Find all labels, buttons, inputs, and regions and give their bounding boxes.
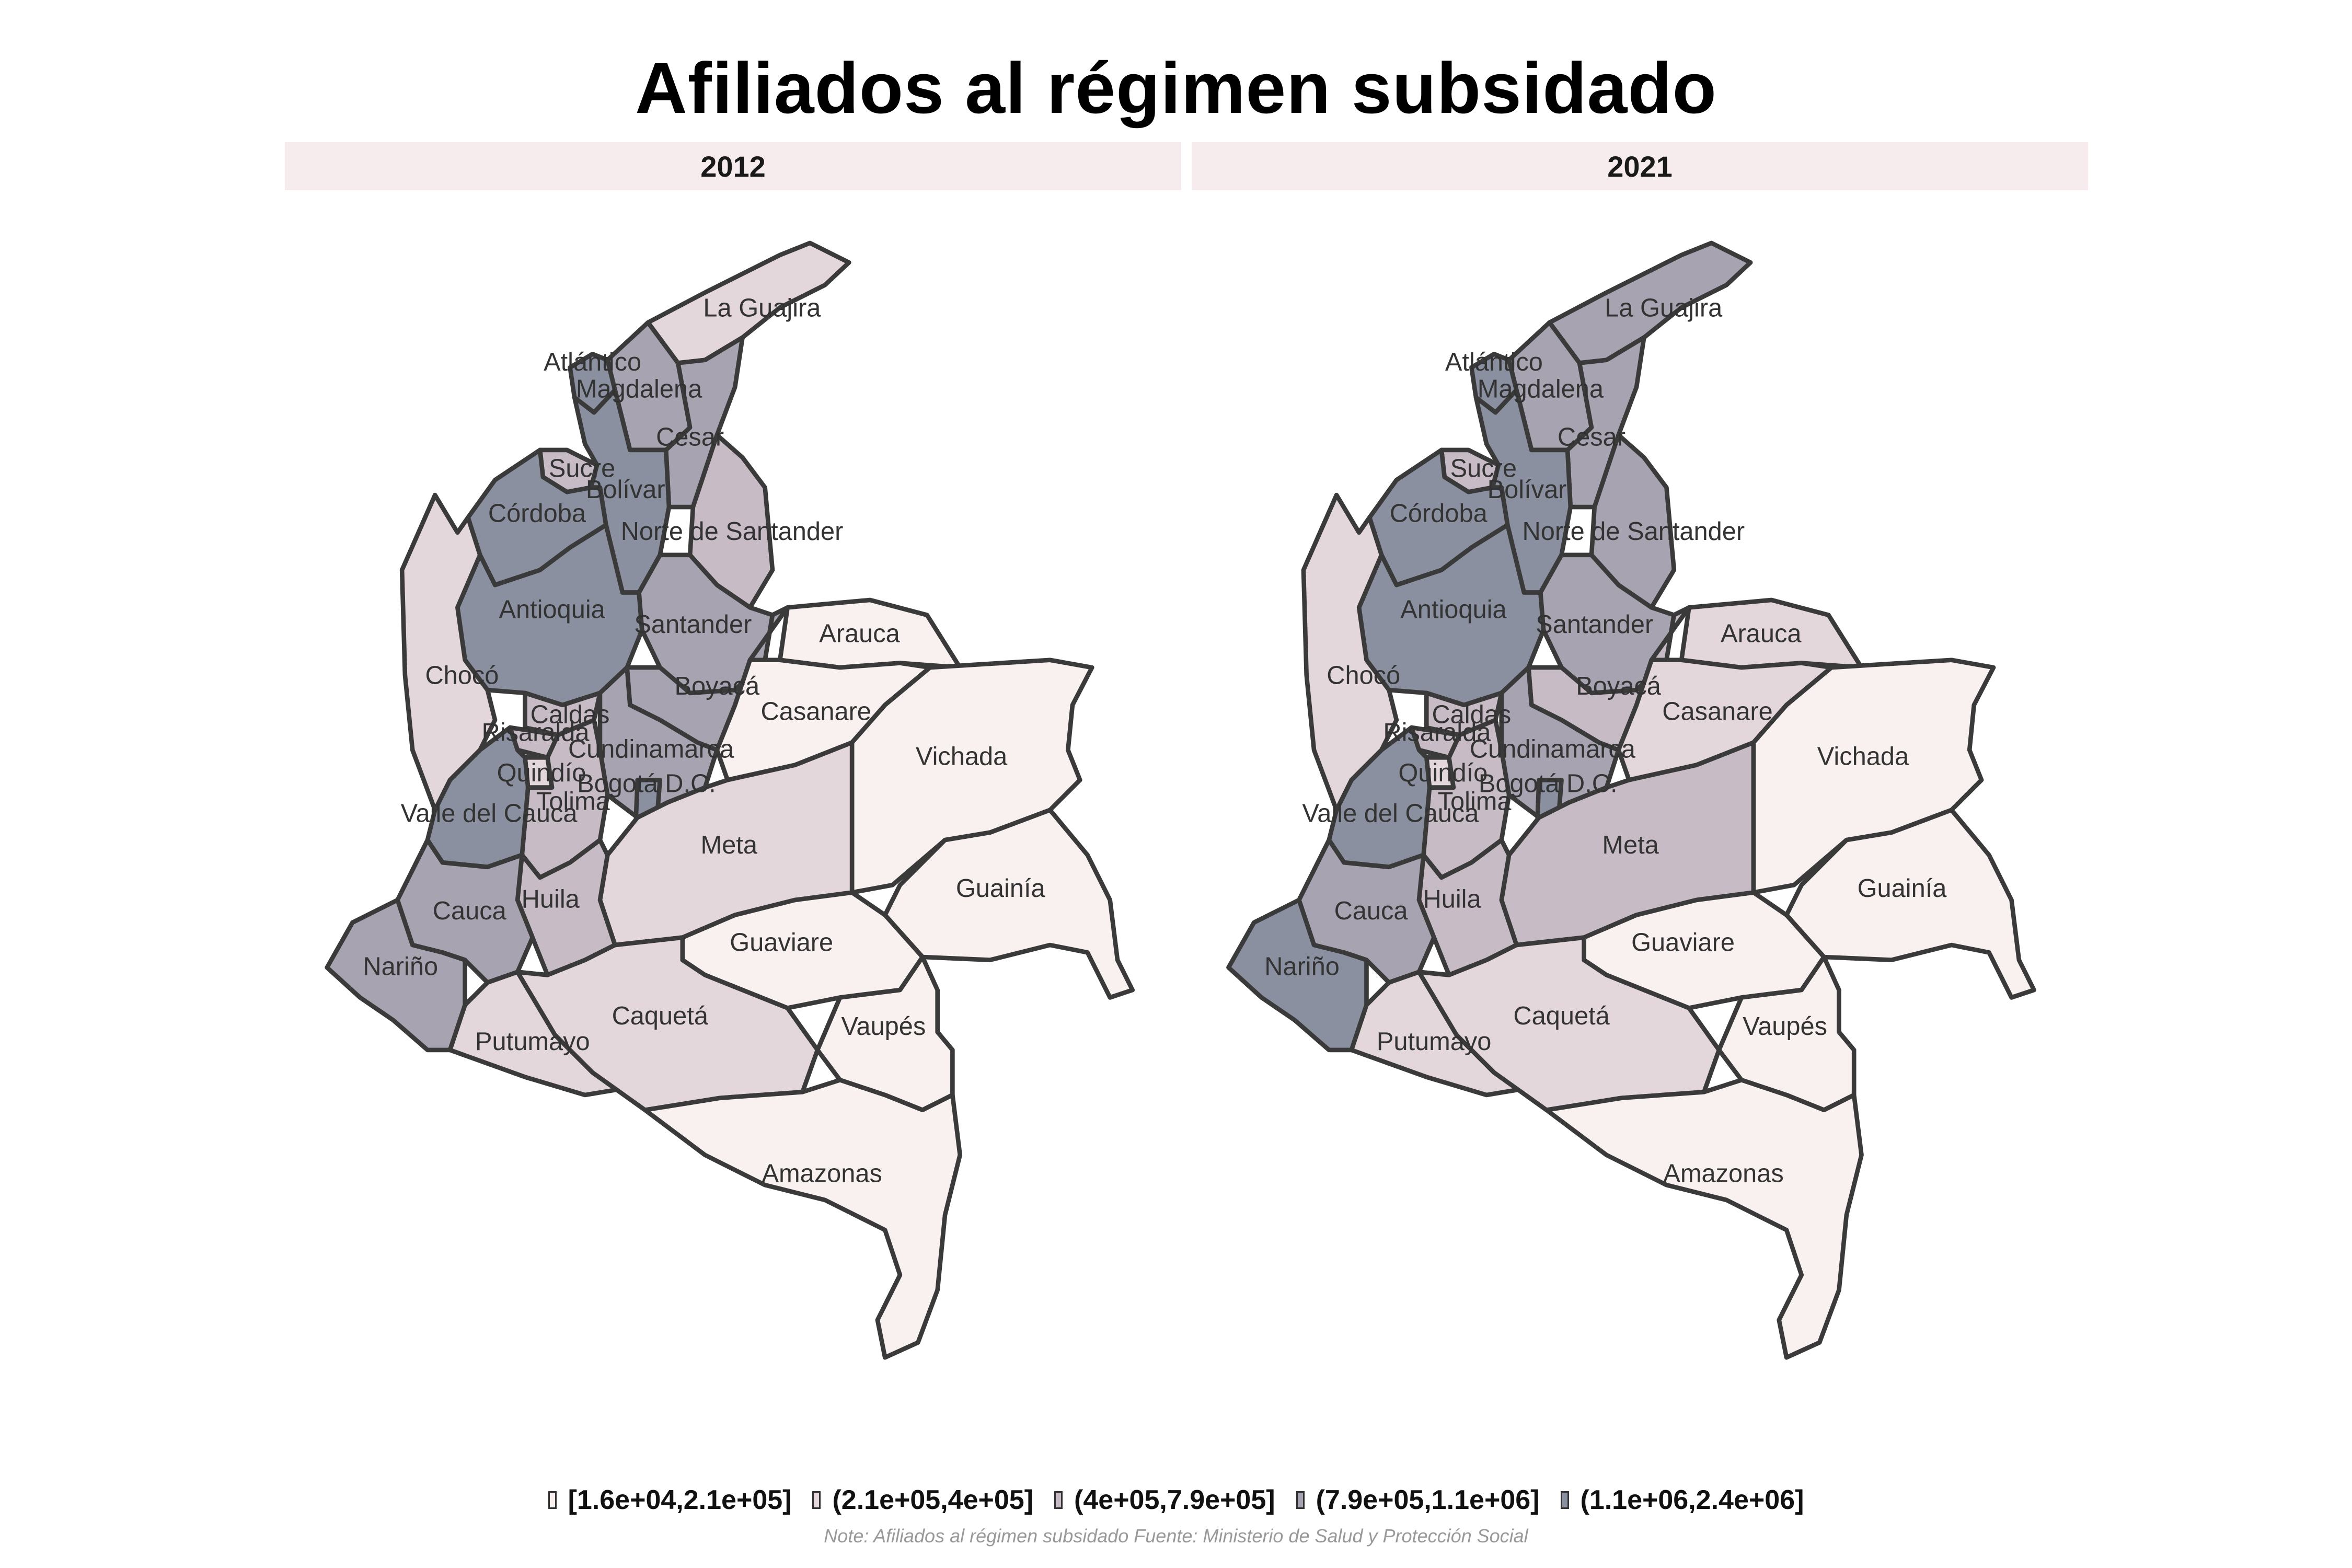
department-label: Norte de Santander [1522, 517, 1745, 546]
department-label: Cesar [656, 423, 724, 451]
department-label: Huila [522, 885, 580, 913]
legend-key [1560, 1491, 1569, 1509]
map-panel-2012: La GuajiraAtlánticoMagdalenaCesarSucreBo… [325, 240, 1135, 1360]
department-label: Boyacá [1576, 672, 1662, 700]
department-label: Cundinamarca [568, 735, 734, 763]
department-label: Sucre [549, 455, 615, 483]
department-label: Cundinamarca [1470, 735, 1636, 763]
map-panel-2021: La GuajiraAtlánticoMagdalenaCesarSucreBo… [1226, 240, 2036, 1360]
department-label: Guaviare [1631, 929, 1735, 957]
legend-label: [1.6e+04,2.1e+05] [568, 1485, 792, 1515]
department-label: Magdalena [576, 375, 702, 403]
department-label: Vichada [916, 743, 1008, 771]
legend: [1.6e+04,2.1e+05] (2.1e+05,4e+05] (4e+05… [0, 1484, 2352, 1516]
department-label: Guaviare [730, 929, 833, 957]
legend-item: (1.1e+06,2.4e+06] [1560, 1484, 1804, 1516]
department-label: Antioquia [1400, 595, 1507, 624]
panel-strip-2012: 2012 [285, 142, 1181, 190]
legend-label: (4e+05,7.9e+05] [1074, 1485, 1275, 1515]
department-label: Antioquia [499, 595, 605, 624]
department-label: Atlántico [544, 348, 641, 376]
legend-key [1296, 1491, 1305, 1509]
legend-key [548, 1491, 557, 1509]
department-nari-o [325, 897, 467, 1053]
department-label: Risaralda [482, 719, 590, 747]
legend-label: (2.1e+05,4e+05] [832, 1485, 1034, 1515]
department-label: Caquetá [1513, 1002, 1610, 1030]
department-label: Cauca [433, 897, 507, 925]
department-label: Santander [634, 610, 752, 639]
department-label: Arauca [1721, 619, 1802, 648]
department-label: Caldas [531, 700, 610, 729]
department-label: Chocó [425, 662, 499, 690]
department-label: Casanare [1662, 698, 1772, 726]
legend-label: (7.9e+05,1.1e+06] [1316, 1485, 1540, 1515]
department-label: Atlántico [1445, 348, 1543, 376]
department-label: Magdalena [1478, 375, 1604, 403]
legend-key [1054, 1491, 1063, 1509]
department-label: Córdoba [1390, 500, 1488, 528]
department-label: Amazonas [762, 1159, 882, 1187]
department-label: Sucre [1450, 455, 1517, 483]
department-label: Vaupés [1743, 1012, 1827, 1041]
department-label: Cauca [1334, 897, 1409, 925]
department-amazonas [1544, 1078, 1864, 1360]
department-label: Norte de Santander [621, 517, 844, 546]
chart-title: Afiliados al régimen subsidado [635, 48, 1717, 129]
department-label: Casanare [760, 698, 871, 726]
department-label: Nariño [363, 952, 438, 981]
department-label: Huila [1423, 885, 1481, 913]
department-label: Córdoba [488, 500, 586, 528]
department-label: Santander [1536, 610, 1653, 639]
department-label: Tolima [1438, 788, 1512, 816]
department-choc- [1301, 492, 1399, 813]
department-label: Guainía [1858, 874, 1947, 903]
department-label: Boyacá [674, 672, 760, 700]
department-label: Quindío [1398, 759, 1488, 787]
legend-label: (1.1e+06,2.4e+06] [1580, 1485, 1804, 1515]
caption-note: Note: Afiliados al régimen subsidado Fue… [824, 1525, 1528, 1547]
legend-item: (4e+05,7.9e+05] [1054, 1484, 1275, 1516]
department-choc- [399, 492, 498, 813]
department-nari-o [1226, 897, 1369, 1053]
department-label: Caquetá [612, 1002, 709, 1030]
department-label: Amazonas [1663, 1159, 1783, 1187]
department-label: Valle del Cauca [401, 800, 578, 828]
department-label: Bolívar [586, 476, 665, 504]
department-label: Arauca [819, 619, 900, 648]
department-label: Meta [701, 831, 758, 859]
department-label: Vaupés [841, 1012, 926, 1041]
department-label: Bolívar [1488, 476, 1567, 504]
department-label: Putumayo [1377, 1028, 1492, 1056]
department-label: Bogotá D.C. [1479, 769, 1618, 798]
legend-item: (2.1e+05,4e+05] [812, 1484, 1033, 1516]
department-label: Caldas [1432, 700, 1511, 729]
department-label: Cesar [1558, 423, 1625, 451]
department-caquet- [515, 935, 820, 1113]
legend-item: [1.6e+04,2.1e+05] [548, 1484, 792, 1516]
department-label: Valle del Cauca [1302, 800, 1479, 828]
legend-item: (7.9e+05,1.1e+06] [1296, 1484, 1540, 1516]
department-vaup-s [815, 954, 955, 1113]
department-label: La Guajira [703, 294, 821, 322]
department-label: Nariño [1264, 952, 1340, 981]
department-label: Vichada [1817, 743, 1909, 771]
department-caquet- [1416, 935, 1722, 1113]
department-label: Tolima [536, 788, 610, 816]
department-guain-a [882, 808, 1135, 1000]
department-guain-a [1784, 808, 2036, 1000]
department-label: Meta [1602, 831, 1659, 859]
department-label: Putumayo [475, 1028, 590, 1056]
department-label: Bogotá D.C. [577, 769, 716, 798]
department-label: Risaralda [1383, 719, 1491, 747]
department-label: La Guajira [1605, 294, 1723, 322]
panel-strip-2021: 2021 [1192, 142, 2088, 190]
legend-key [812, 1491, 821, 1509]
department-label: Quindío [497, 759, 586, 787]
department-label: Chocó [1327, 662, 1400, 690]
department-label: Guainía [956, 874, 1046, 903]
department-amazonas [642, 1078, 963, 1360]
department-vaup-s [1716, 954, 1857, 1113]
